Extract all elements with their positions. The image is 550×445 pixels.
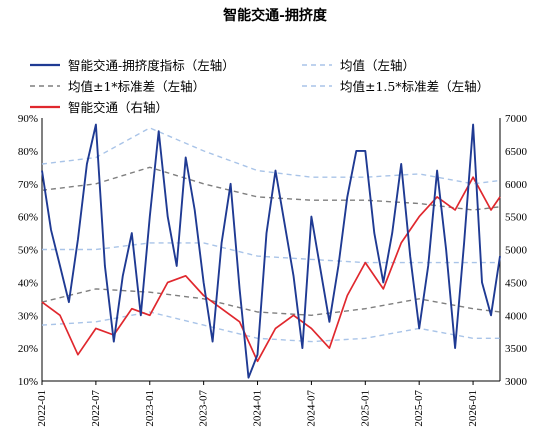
x-tick-label: 2022-07 <box>90 390 102 427</box>
y-left-tick-label: 50% <box>18 245 38 257</box>
y-left-tick-label: 40% <box>18 277 38 289</box>
y-right-tick-label: 7000 <box>505 113 528 125</box>
y-right-tick-label: 4500 <box>505 277 528 289</box>
y-left-tick-label: 80% <box>18 146 38 158</box>
y-right-tick-label: 3500 <box>505 343 528 355</box>
y-left-tick-label: 70% <box>18 179 38 191</box>
series-line-band_up1 <box>41 166 501 211</box>
y-right-tick-label: 5000 <box>505 245 528 257</box>
y-left-tick-label: 30% <box>18 310 38 322</box>
y-right-tick-label: 6500 <box>505 146 528 158</box>
x-tick-label: 2024-07 <box>305 390 317 427</box>
y-left-tick-label: 60% <box>18 212 38 224</box>
legend-label-band1: 均值±1*标准差（左轴） <box>68 79 205 94</box>
legend-label-index: 智能交通-拥挤度指标（左轴） <box>68 58 235 73</box>
y-left-tick-label: 10% <box>18 376 38 388</box>
x-tick-label: 2025-01 <box>359 390 371 427</box>
y-right-tick-label: 3000 <box>505 376 528 388</box>
legend-label-band15: 均值±1.5*标准差（左轴） <box>340 79 489 94</box>
series-line-index <box>41 123 501 379</box>
legend: 智能交通-拥挤度指标（左轴） 均值（左轴） 均值±1*标准差（左轴） 均值±1.… <box>30 58 489 115</box>
x-tick-label: 2025-07 <box>413 390 425 427</box>
series-line-band_up15 <box>41 127 501 185</box>
legend-label-mean: 均值（左轴） <box>340 58 415 73</box>
x-tick-label: 2026-01 <box>467 390 479 427</box>
y-left-tick-label: 20% <box>18 343 38 355</box>
x-tick-label: 2023-07 <box>198 390 210 427</box>
legend-label-traffic: 智能交通（右轴） <box>68 100 168 115</box>
y-left-tick-label: 90% <box>18 113 38 125</box>
x-tick-label: 2022-01 <box>36 390 48 427</box>
series-line-band_dn1 <box>41 288 501 316</box>
series-line-mean <box>42 242 500 264</box>
axes: 10% 20% 30% 40% 50% 60% 70% 80% 90% 3000 3500 4000 4… <box>18 113 528 427</box>
y-right-tick-label: 4000 <box>505 310 528 322</box>
y-right-tick-label: 5500 <box>505 212 528 224</box>
series-line-traffic <box>41 176 501 363</box>
series-layer <box>41 123 501 379</box>
x-tick-label: 2024-01 <box>252 390 264 427</box>
y-right-tick-label: 6000 <box>505 179 528 191</box>
x-tick-label: 2023-01 <box>144 390 156 427</box>
chart-title: 智能交通-拥挤度 <box>222 7 328 24</box>
series-line-band_dn15 <box>41 311 500 343</box>
